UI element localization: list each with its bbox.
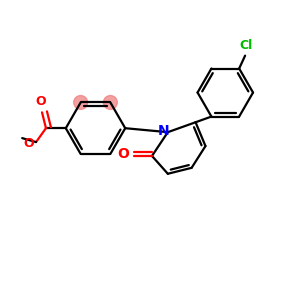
- Circle shape: [74, 95, 88, 110]
- Circle shape: [103, 95, 117, 110]
- Text: O: O: [117, 147, 129, 161]
- Text: Cl: Cl: [239, 39, 253, 52]
- Text: O: O: [36, 95, 46, 108]
- Text: N: N: [158, 124, 170, 138]
- Text: O: O: [23, 136, 34, 150]
